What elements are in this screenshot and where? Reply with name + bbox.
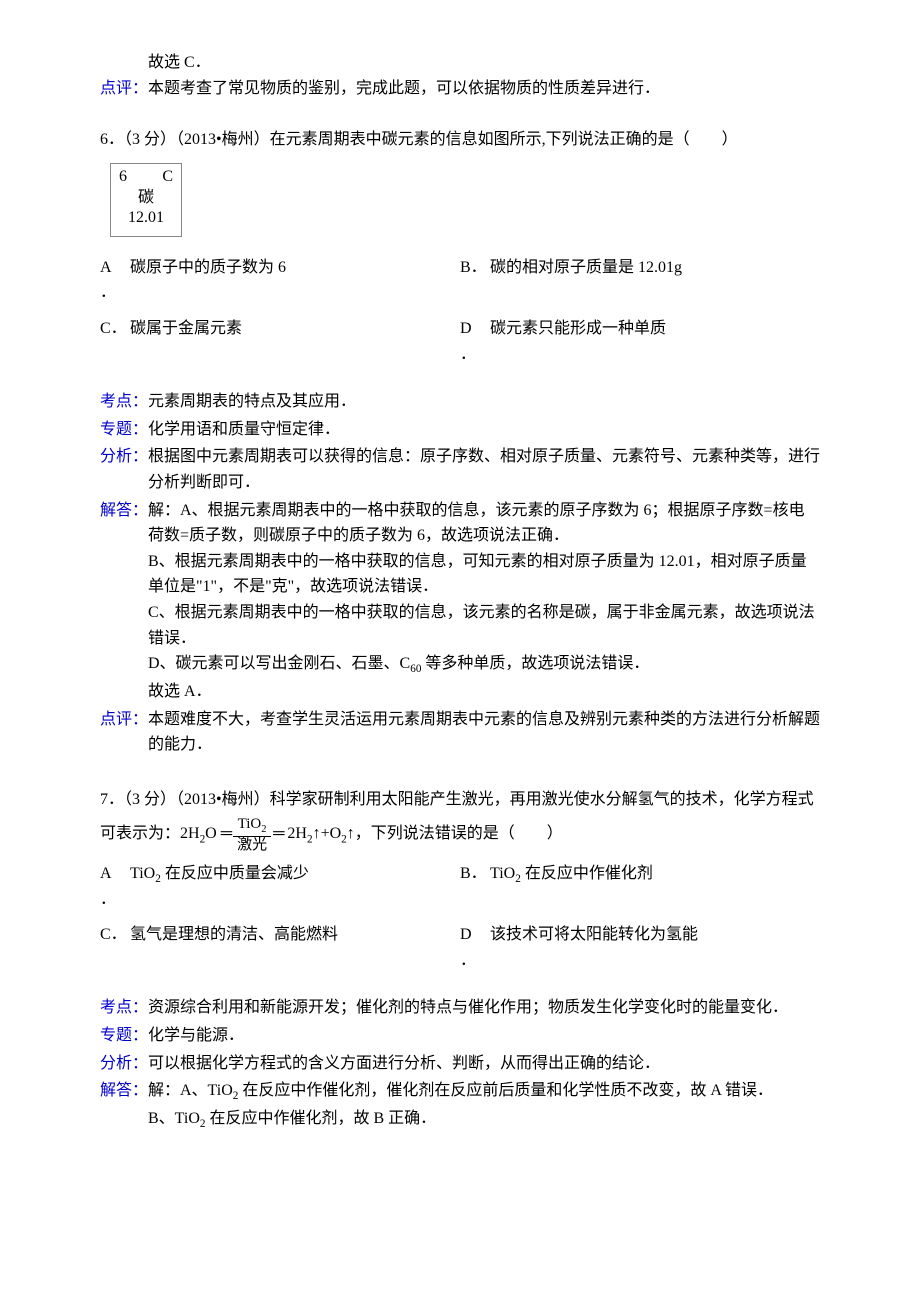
q6-jieda: 解答： 解：A、根据元素周期表中的一格中获取的信息，该元素的原子序数为 6；根据… xyxy=(100,498,820,705)
q5-final: 故选 C． xyxy=(148,50,820,76)
option-letter: D． xyxy=(460,922,490,973)
option-text: 碳的相对原子质量是 12.01g xyxy=(490,255,820,306)
q6-option-b: B． 碳的相对原子质量是 12.01g xyxy=(460,255,820,306)
option-text: 氢气是理想的清洁、高能燃料 xyxy=(130,922,460,973)
q7-fenxi-text: 可以根据化学方程式的含义方面进行分析、判断，从而得出正确的结论． xyxy=(148,1051,820,1077)
label-fenxi: 分析： xyxy=(100,1051,148,1077)
option-text: 该技术可将太阳能转化为氢能 xyxy=(490,922,820,973)
option-letter: D． xyxy=(460,316,490,367)
q5-dianping-text: 本题考查了常见物质的鉴别，完成此题，可以依据物质的性质差异进行． xyxy=(148,76,820,102)
q7-option-c: C． 氢气是理想的清洁、高能燃料 xyxy=(100,922,460,973)
q6-jieda-body: 解：A、根据元素周期表中的一格中获取的信息，该元素的原子序数为 6；根据原子序数… xyxy=(148,498,820,705)
q7-jieda-b: B、TiO2 在反应中作催化剂，故 B 正确． xyxy=(148,1110,436,1127)
option-text: 碳属于金属元素 xyxy=(130,316,460,367)
option-text: 碳原子中的质子数为 6 xyxy=(130,255,460,306)
option-letter: B． xyxy=(460,255,490,306)
option-letter: A． xyxy=(100,255,130,306)
q5-dianping: 点评： 本题考查了常见物质的鉴别，完成此题，可以依据物质的性质差异进行． xyxy=(100,76,820,102)
q6-stem: 6．（3 分）（2013•梅州）在元素周期表中碳元素的信息如图所示,下列说法正确… xyxy=(100,127,820,153)
q6-zhuanti: 专题： 化学用语和质量守恒定律． xyxy=(100,417,820,443)
q7-zhuanti-text: 化学与能源． xyxy=(148,1023,820,1049)
q7-jieda: 解答： 解：A、TiO2 在反应中作催化剂，催化剂在反应前后质量和化学性质不改变… xyxy=(100,1078,820,1134)
q7-kaodian-text: 资源综合利用和新能源开发；催化剂的特点与催化作用；物质发生化学变化时的能量变化． xyxy=(148,995,820,1021)
q6-option-a: A． 碳原子中的质子数为 6 xyxy=(100,255,460,306)
option-letter: C． xyxy=(100,922,130,973)
label-jieda: 解答： xyxy=(100,498,148,705)
q7-option-d: D． 该技术可将太阳能转化为氢能 xyxy=(460,922,820,973)
option-letter: B． xyxy=(460,861,490,912)
element-number: 6 xyxy=(119,167,127,188)
q6-option-c: C． 碳属于金属元素 xyxy=(100,316,460,367)
q7-option-b: B． TiO2 在反应中作催化剂 xyxy=(460,861,820,912)
option-text: 碳元素只能形成一种单质 xyxy=(490,316,820,367)
reaction-condition: TiO2 激光 xyxy=(231,816,273,853)
q7-stem: 7．（3 分）（2013•梅州）科学家研制利用太阳能产生激光，再用激光使水分解氢… xyxy=(100,784,820,853)
option-letter: C． xyxy=(100,316,130,367)
option-text: TiO2 在反应中质量会减少 xyxy=(130,861,460,912)
label-fenxi: 分析： xyxy=(100,444,148,495)
q6-dianping: 点评： 本题难度不大，考查学生灵活运用元素周期表中元素的信息及辨别元素种类的方法… xyxy=(100,707,820,758)
q6-jieda-b: B、根据元素周期表中的一格中获取的信息，可知元素的相对原子质量为 12.01，相… xyxy=(148,553,807,596)
option-text: TiO2 在反应中作催化剂 xyxy=(490,861,820,912)
q7-fenxi: 分析： 可以根据化学方程式的含义方面进行分析、判断，从而得出正确的结论． xyxy=(100,1051,820,1077)
q6-jieda-d: D、碳元素可以写出金刚石、石墨、C60 等多种单质，故选项说法错误． xyxy=(148,655,649,672)
label-dianping: 点评： xyxy=(100,707,148,758)
q6-kaodian: 考点： 元素周期表的特点及其应用． xyxy=(100,389,820,415)
q6-final: 故选 A． xyxy=(148,683,212,700)
q6-fenxi: 分析： 根据图中元素周期表可以获得的信息：原子序数、相对原子质量、元素符号、元素… xyxy=(100,444,820,495)
element-symbol: C xyxy=(162,167,173,188)
label-zhuanti: 专题： xyxy=(100,1023,148,1049)
element-top-row: 6 C xyxy=(111,167,181,188)
q6-fenxi-text: 根据图中元素周期表可以获得的信息：原子序数、相对原子质量、元素符号、元素种类等，… xyxy=(148,444,820,495)
label-zhuanti: 专题： xyxy=(100,417,148,443)
label-dianping: 点评： xyxy=(100,76,148,102)
element-name-cn: 碳 xyxy=(111,188,181,209)
q6-zhuanti-text: 化学用语和质量守恒定律． xyxy=(148,417,820,443)
q6-jieda-c: C、根据元素周期表中的一格中获取的信息，该元素的名称是碳，属于非金属元素，故选项… xyxy=(148,604,815,647)
q7-options: A． TiO2 在反应中质量会减少 B． TiO2 在反应中作催化剂 C． 氢气… xyxy=(100,861,820,973)
q7-jieda-body: 解：A、TiO2 在反应中作催化剂，催化剂在反应前后质量和化学性质不改变，故 A… xyxy=(148,1078,820,1134)
q6-jieda-a: 解：A、根据元素周期表中的一格中获取的信息，该元素的原子序数为 6；根据原子序数… xyxy=(148,502,805,545)
label-kaodian: 考点： xyxy=(100,389,148,415)
q6-options: A． 碳原子中的质子数为 6 B． 碳的相对原子质量是 12.01g C． 碳属… xyxy=(100,255,820,367)
q6-dianping-text: 本题难度不大，考查学生灵活运用元素周期表中元素的信息及辨别元素种类的方法进行分析… xyxy=(148,707,820,758)
element-mass: 12.01 xyxy=(111,208,181,229)
q6-kaodian-text: 元素周期表的特点及其应用． xyxy=(148,389,820,415)
q7-option-a: A． TiO2 在反应中质量会减少 xyxy=(100,861,460,912)
label-kaodian: 考点： xyxy=(100,995,148,1021)
q7-kaodian: 考点： 资源综合利用和新能源开发；催化剂的特点与催化作用；物质发生化学变化时的能… xyxy=(100,995,820,1021)
periodic-element-cell: 6 C 碳 12.01 xyxy=(110,163,182,237)
option-letter: A． xyxy=(100,861,130,912)
q7-jieda-a: 解：A、TiO2 在反应中作催化剂，催化剂在反应前后质量和化学性质不改变，故 A… xyxy=(148,1082,773,1099)
q7-zhuanti: 专题： 化学与能源． xyxy=(100,1023,820,1049)
q6-option-d: D． 碳元素只能形成一种单质 xyxy=(460,316,820,367)
label-jieda: 解答： xyxy=(100,1078,148,1134)
page: 故选 C． 点评： 本题考查了常见物质的鉴别，完成此题，可以依据物质的性质差异进… xyxy=(50,0,870,1186)
